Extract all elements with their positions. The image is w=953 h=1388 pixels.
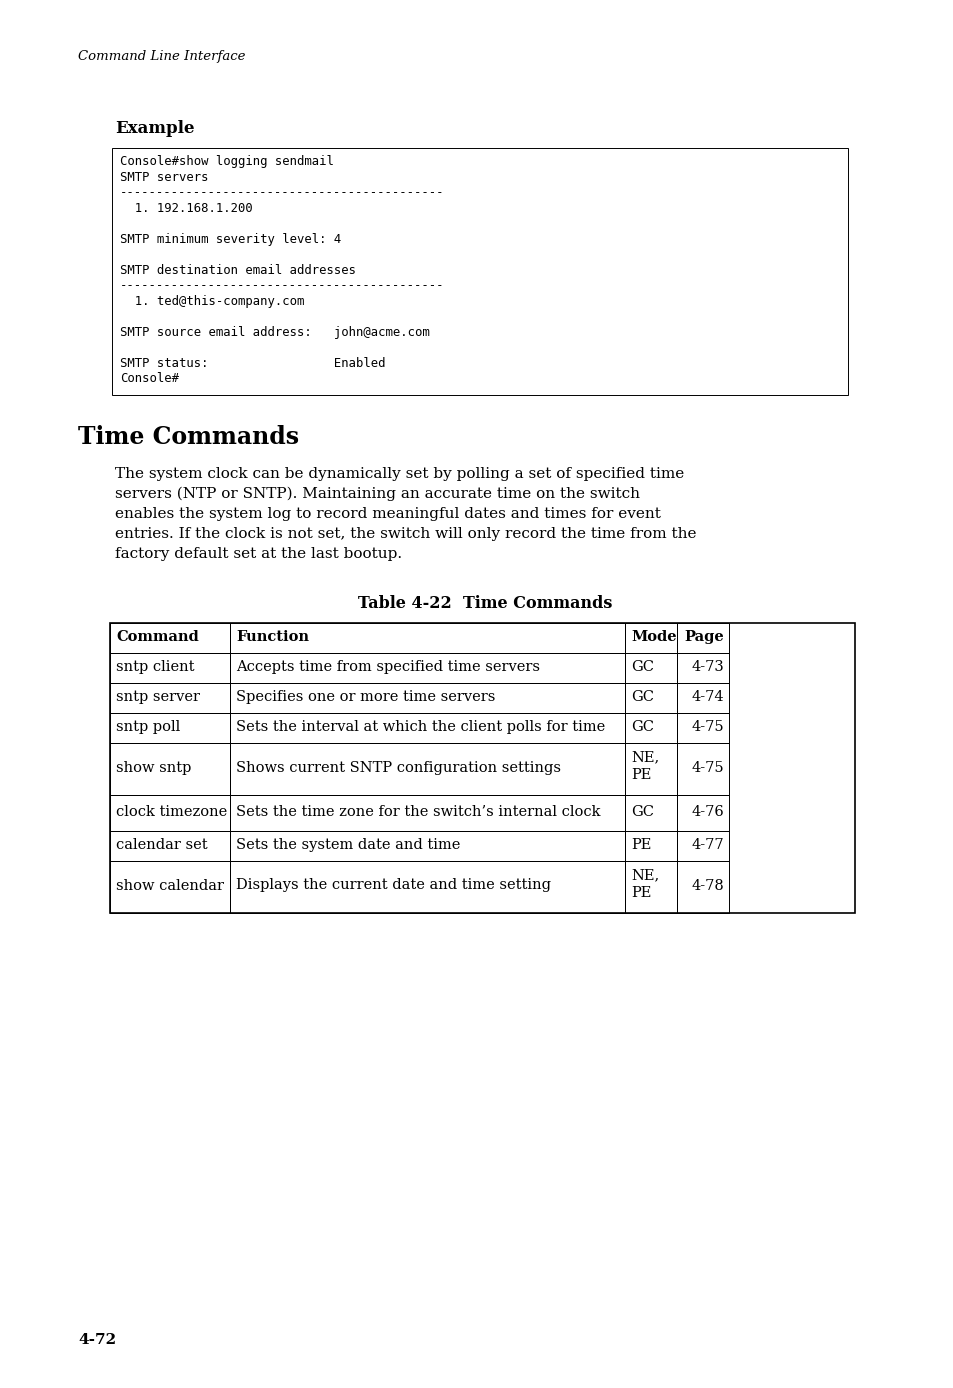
Text: Page: Page [683,630,723,644]
Text: sntp poll: sntp poll [116,719,180,733]
Text: SMTP status:                 Enabled: SMTP status: Enabled [120,357,385,369]
Text: enables the system log to record meaningful dates and times for event: enables the system log to record meaning… [115,507,660,520]
Bar [677,622,728,652]
Text: 1. 192.168.1.200: 1. 192.168.1.200 [120,201,253,215]
Text: 1. ted@this-company.com: 1. ted@this-company.com [120,294,304,308]
Bar [677,652,728,683]
Text: SMTP source email address:   john@acme.com: SMTP source email address: john@acme.com [120,326,429,339]
Text: Displays the current date and time setting: Displays the current date and time setti… [235,879,551,892]
Text: Sets the system date and time: Sets the system date and time [235,837,460,851]
Text: 4-78: 4-78 [691,879,723,892]
Text: Time Commands: Time Commands [78,425,299,448]
Text: servers (NTP or SNTP). Maintaining an accurate time on the switch: servers (NTP or SNTP). Maintaining an ac… [115,487,639,501]
Text: GC: GC [630,659,654,673]
Bar [677,712,728,743]
Bar [230,830,624,861]
Text: 4-75: 4-75 [691,719,723,733]
Text: Console#show logging sendmail: Console#show logging sendmail [120,155,334,168]
Text: The system clock can be dynamically set by polling a set of specified time: The system clock can be dynamically set … [115,466,683,480]
Bar [624,794,677,830]
Bar [624,743,677,794]
Bar [110,794,230,830]
Text: GC: GC [630,805,654,819]
Text: sntp server: sntp server [116,690,200,704]
Bar [230,794,624,830]
Bar [230,652,624,683]
Text: 4-72: 4-72 [78,1332,116,1346]
Text: Mode: Mode [630,630,676,644]
Bar [677,830,728,861]
Text: Accepts time from specified time servers: Accepts time from specified time servers [235,659,539,673]
Text: Shows current SNTP configuration settings: Shows current SNTP configuration setting… [235,761,560,775]
Text: clock timezone: clock timezone [116,805,227,819]
Bar [110,712,230,743]
Text: 4-74: 4-74 [691,690,723,704]
Bar [677,794,728,830]
Text: 4-73: 4-73 [691,659,723,673]
Text: GC: GC [630,719,654,733]
Bar [110,622,230,652]
Bar [230,683,624,712]
Text: --------------------------------------------: ----------------------------------------… [120,279,444,291]
Text: sntp client: sntp client [116,659,194,673]
Bar [624,861,677,912]
Bar [624,830,677,861]
Text: Console#: Console# [120,372,179,384]
Bar [624,712,677,743]
Bar [677,743,728,794]
Bar [110,652,230,683]
Text: Command: Command [116,630,198,644]
Text: Example: Example [115,119,194,137]
Text: GC: GC [630,690,654,704]
Text: Function: Function [235,630,309,644]
Text: SMTP minimum severity level: 4: SMTP minimum severity level: 4 [120,233,341,246]
Text: Sets the interval at which the client polls for time: Sets the interval at which the client po… [235,719,604,733]
Bar [677,683,728,712]
Bar [110,830,230,861]
Bar [110,683,230,712]
Text: Specifies one or more time servers: Specifies one or more time servers [235,690,495,704]
Text: 4-76: 4-76 [691,805,723,819]
Bar [230,743,624,794]
Text: Sets the time zone for the switch’s internal clock: Sets the time zone for the switch’s inte… [235,805,599,819]
Text: entries. If the clock is not set, the switch will only record the time from the: entries. If the clock is not set, the sw… [115,526,696,540]
Bar [110,743,230,794]
Text: NE,
PE: NE, PE [630,869,659,901]
Bar [230,712,624,743]
Bar [624,683,677,712]
Text: NE,
PE: NE, PE [630,751,659,783]
Text: Command Line Interface: Command Line Interface [78,50,245,62]
Bar [112,149,847,394]
Bar [230,622,624,652]
Text: PE: PE [630,837,651,851]
Text: --------------------------------------------: ----------------------------------------… [120,186,444,198]
Bar [624,652,677,683]
Bar [230,861,624,912]
Bar [110,861,230,912]
Text: calendar set: calendar set [116,837,208,851]
Bar [110,622,854,912]
Text: Table 4-22  Time Commands: Table 4-22 Time Commands [357,594,612,612]
Text: factory default set at the last bootup.: factory default set at the last bootup. [115,547,402,561]
Bar [677,861,728,912]
Text: 4-75: 4-75 [691,761,723,775]
Text: SMTP destination email addresses: SMTP destination email addresses [120,264,355,276]
Text: show sntp: show sntp [116,761,192,775]
Text: SMTP servers: SMTP servers [120,171,209,183]
Text: show calendar: show calendar [116,879,224,892]
Bar [624,622,677,652]
Text: 4-77: 4-77 [691,837,723,851]
